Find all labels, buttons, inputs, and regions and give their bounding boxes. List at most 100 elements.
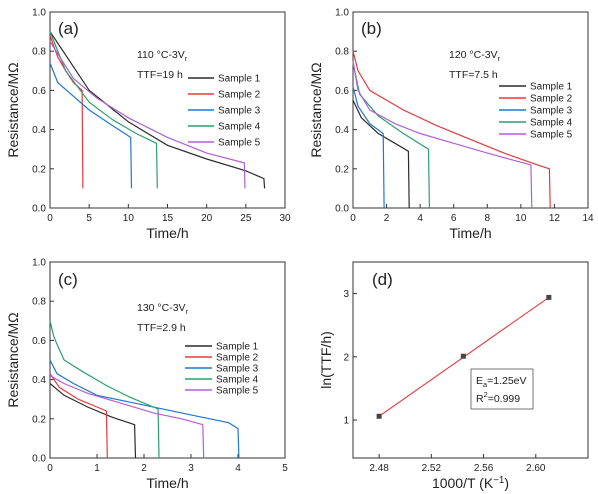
- series-line-4: [352, 62, 430, 209]
- data-point: [460, 353, 466, 359]
- y-tick-label: 0.2: [32, 164, 46, 175]
- series-line-5: [49, 41, 246, 189]
- legend-label: Sample 4: [530, 118, 573, 129]
- legend-label: Sample 5: [218, 138, 261, 149]
- y-tick-label: 0.8: [32, 297, 46, 308]
- legend-label: Sample 1: [218, 74, 261, 85]
- x-tick-label: 30: [279, 213, 291, 224]
- panel-b: 0 2 4 6 8 10 12 14 0.0 0.2 0.4 0.6 0.8 1.0 Time/h Resis…: [308, 8, 594, 242]
- x-tick-label: 10: [515, 213, 527, 224]
- annotation-box: [470, 368, 534, 410]
- x-tick-label: 12: [549, 213, 561, 224]
- series-line-2: [49, 373, 108, 459]
- y-tick-label: 0.2: [32, 414, 46, 425]
- y-tick-label: 0.0: [32, 204, 46, 215]
- condition-label: 120 °C-3Vr: [449, 49, 501, 63]
- y-tick-label: 0.6: [335, 86, 349, 97]
- x-tick-label: 2.48: [369, 463, 389, 474]
- ttf-label: TTF=19 h: [137, 69, 183, 81]
- activation-energy-label: Ea=1.25eV: [476, 375, 527, 389]
- y-tick-label: 0.4: [32, 125, 46, 136]
- series-line-5: [49, 375, 205, 459]
- series-line-3: [49, 62, 133, 189]
- series-line-3: [352, 86, 385, 209]
- panel-label: (a): [58, 19, 79, 38]
- y-tick-label: 0.0: [335, 204, 349, 215]
- x-tick-label: 2.56: [474, 463, 494, 474]
- data-point: [376, 413, 382, 419]
- x-tick-label: 20: [201, 213, 213, 224]
- y-tick-label: 0.2: [335, 164, 349, 175]
- x-tick-label: 5: [282, 463, 288, 474]
- x-tick-label: 2.60: [526, 463, 546, 474]
- series-line-5: [352, 60, 533, 209]
- series-line-1: [352, 99, 410, 209]
- y-tick-label: 1.0: [32, 258, 46, 269]
- x-tick-label: 0: [47, 213, 53, 224]
- data-point: [546, 294, 552, 300]
- panel-d: 2.48 2.52 2.56 2.60 1 2 3 1000/T (K−1) ln(TTF/h)…: [318, 261, 589, 491]
- legend-label: Sample 2: [530, 94, 573, 105]
- series-line-4: [49, 31, 158, 189]
- x-tick-label: 2: [141, 463, 147, 474]
- legend-label: Sample 3: [530, 106, 573, 117]
- r-squared-label: R2=0.999: [476, 390, 520, 405]
- y-axis-title: Resistance/MΩ: [5, 312, 21, 407]
- x-tick-label: 25: [240, 213, 252, 224]
- ttf-label: TTF=2.9 h: [137, 322, 186, 334]
- y-tick-label: 3: [343, 289, 349, 300]
- panel-a: 0 5 10 15 20 25 30 0.0 0.2 0.4 0.6 0.8 1.0 Time/h Resi…: [5, 8, 291, 242]
- legend-label: Sample 3: [218, 106, 261, 117]
- x-tick-label: 8: [485, 213, 491, 224]
- y-tick-label: 0.6: [32, 336, 46, 347]
- y-tick-label: 0.4: [32, 375, 46, 386]
- y-tick-label: 0.4: [335, 125, 349, 136]
- panel-label: (d): [372, 270, 393, 289]
- panel-label: (b): [361, 19, 382, 38]
- y-tick-label: 0.8: [32, 47, 46, 58]
- x-tick-label: 4: [235, 463, 241, 474]
- x-axis-title: Time/h: [146, 475, 188, 491]
- y-axis-title: Resistance/MΩ: [308, 62, 324, 157]
- y-axis-title: ln(TTF/h): [318, 331, 334, 389]
- legend-label: Sample 4: [216, 375, 259, 386]
- x-tick-label: 2.52: [422, 463, 442, 474]
- series-line-2: [352, 51, 551, 209]
- y-axis-title: Resistance/MΩ: [5, 62, 21, 157]
- x-tick-label: 0: [350, 213, 356, 224]
- x-tick-label: 1: [94, 463, 100, 474]
- x-tick-label: 6: [451, 213, 457, 224]
- x-tick-label: 4: [417, 213, 423, 224]
- x-tick-label: 5: [86, 213, 92, 224]
- plot-frame: [352, 261, 589, 459]
- legend-label: Sample 1: [530, 82, 573, 93]
- legend-label: Sample 2: [216, 353, 259, 364]
- y-tick-label: 1: [343, 416, 349, 427]
- series-line-1: [49, 31, 266, 189]
- x-axis-title: Time/h: [449, 225, 491, 241]
- x-axis-title: 1000/T (K−1): [432, 475, 509, 491]
- y-tick-label: 1.0: [32, 8, 46, 19]
- legend-label: Sample 4: [218, 122, 261, 133]
- series-line-1: [49, 383, 137, 459]
- x-tick-label: 15: [162, 213, 174, 224]
- y-tick-label: 0.8: [335, 47, 349, 58]
- legend-label: Sample 2: [218, 90, 261, 101]
- x-tick-label: 14: [582, 213, 594, 224]
- x-tick-label: 0: [47, 463, 53, 474]
- series-line-4: [49, 320, 160, 459]
- panel-label: (c): [58, 270, 78, 289]
- legend-label: Sample 1: [216, 342, 259, 353]
- condition-label: 110 °C-3Vr: [137, 49, 188, 63]
- condition-label: 130 °C-3Vr: [137, 302, 189, 316]
- y-tick-label: 0.0: [32, 454, 46, 465]
- series-line-3: [49, 359, 240, 459]
- plot-frame: [352, 11, 589, 209]
- series-line-2: [49, 35, 84, 189]
- x-tick-label: 10: [123, 213, 135, 224]
- legend-label: Sample 3: [216, 364, 259, 375]
- y-tick-label: 2: [343, 352, 349, 363]
- legend-label: Sample 5: [216, 386, 259, 397]
- panel-c: 0 1 2 3 4 5 0.0 0.2 0.4 0.6 0.8 1.0 Time/h Resistance…: [5, 258, 288, 492]
